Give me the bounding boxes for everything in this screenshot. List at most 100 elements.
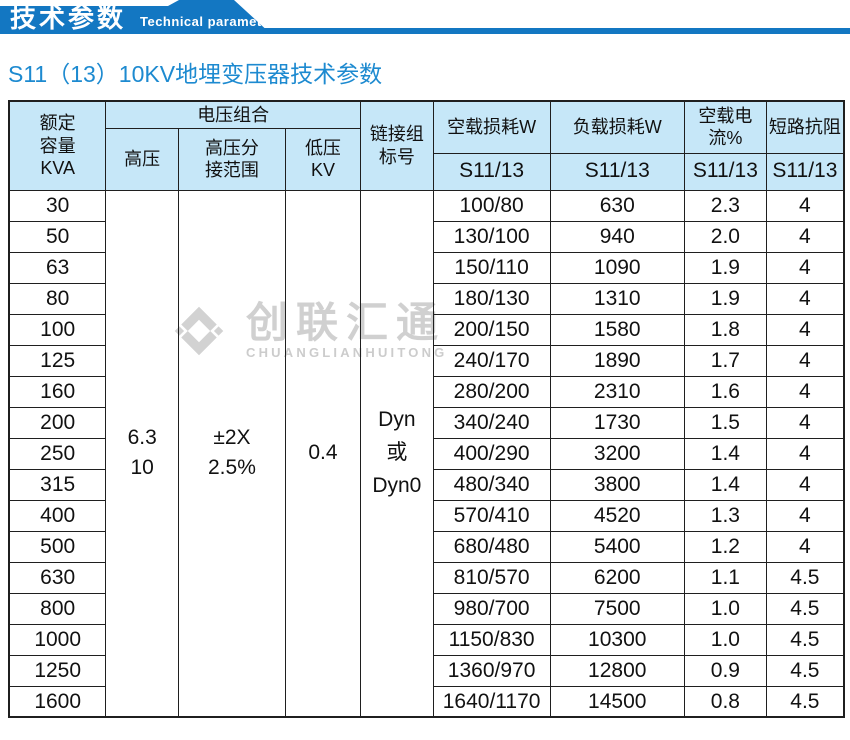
header-load-loss: 负载损耗W <box>549 100 685 154</box>
cell-noload-current: 1.9 <box>683 251 767 284</box>
cell-noload-current: 1.9 <box>683 282 767 315</box>
cell-noload-loss: 400/290 <box>432 437 551 470</box>
table-row: 63 150/110 1090 1.9 4 <box>8 251 845 284</box>
header-noload-current: 空载电流% <box>683 100 767 154</box>
cell-impedance: 4.5 <box>765 561 845 594</box>
cell-noload-current: 1.0 <box>683 592 767 625</box>
cell-load-loss: 7500 <box>549 592 685 625</box>
cell-noload-current: 0.8 <box>683 685 767 718</box>
cell-noload-current: 1.1 <box>683 561 767 594</box>
header-vector-group: 链接组 标号 <box>360 100 434 191</box>
table-row: 500 680/480 5400 1.2 4 <box>8 530 845 563</box>
cell-load-loss: 12800 <box>549 654 685 687</box>
cell-kva: 200 <box>8 406 107 439</box>
cell-load-loss: 1730 <box>549 406 685 439</box>
table-row: 1600 1640/1170 14500 0.8 4.5 <box>8 685 845 718</box>
cell-noload-loss: 200/150 <box>432 313 551 346</box>
cell-noload-loss: 180/130 <box>432 282 551 315</box>
cell-load-loss: 4520 <box>549 499 685 532</box>
cell-noload-current: 1.3 <box>683 499 767 532</box>
cell-noload-loss: 240/170 <box>432 344 551 377</box>
cell-kva: 125 <box>8 344 107 377</box>
cell-noload-loss: 340/240 <box>432 406 551 439</box>
cell-load-loss: 10300 <box>549 623 685 656</box>
cell-kva: 1000 <box>8 623 107 656</box>
cell-noload-current: 1.0 <box>683 623 767 656</box>
cell-noload-current: 2.0 <box>683 220 767 253</box>
cell-impedance: 4 <box>765 313 845 346</box>
cell-impedance: 4 <box>765 344 845 377</box>
table-row: 50 130/100 940 2.0 4 <box>8 220 845 253</box>
header-capacity: 额定 容量 KVA <box>8 100 107 191</box>
cell-kva: 30 <box>8 189 107 222</box>
header-model-current: S11/13 <box>683 152 767 191</box>
cell-noload-current: 1.5 <box>683 406 767 439</box>
cell-impedance: 4 <box>765 375 845 408</box>
cell-hv-tap-merged: ±2X 2.5% <box>178 189 286 718</box>
cell-kva: 1250 <box>8 654 107 687</box>
cell-noload-loss: 810/570 <box>432 561 551 594</box>
cell-noload-loss: 1360/970 <box>432 654 551 687</box>
parameters-table: 额定 容量 KVA 电压组合 链接组 标号 空载损耗W 负载损耗W 空载电流% … <box>8 100 845 718</box>
cell-load-loss: 5400 <box>549 530 685 563</box>
cell-noload-current: 1.2 <box>683 530 767 563</box>
cell-noload-current: 1.4 <box>683 468 767 501</box>
header-hv: 高压 <box>105 127 179 191</box>
cell-load-loss: 1580 <box>549 313 685 346</box>
cell-noload-loss: 980/700 <box>432 592 551 625</box>
table-row: 315 480/340 3800 1.4 4 <box>8 468 845 501</box>
table-row: 125 240/170 1890 1.7 4 <box>8 344 845 377</box>
cell-noload-loss: 1150/830 <box>432 623 551 656</box>
cell-kva: 63 <box>8 251 107 284</box>
header-voltage-group: 电压组合 <box>105 100 362 129</box>
cell-noload-current: 1.7 <box>683 344 767 377</box>
cell-impedance: 4 <box>765 282 845 315</box>
cell-load-loss: 630 <box>549 189 685 222</box>
cell-noload-loss: 480/340 <box>432 468 551 501</box>
cell-load-loss: 6200 <box>549 561 685 594</box>
cell-kva: 250 <box>8 437 107 470</box>
header-lv: 低压 KV <box>284 127 362 191</box>
header-model-load: S11/13 <box>549 152 685 191</box>
cell-impedance: 4 <box>765 468 845 501</box>
header-noload-loss: 空载损耗W <box>432 100 551 154</box>
cell-noload-loss: 570/410 <box>432 499 551 532</box>
cell-noload-loss: 280/200 <box>432 375 551 408</box>
table-row: 1000 1150/830 10300 1.0 4.5 <box>8 623 845 656</box>
table-row: 30 6.3 10 ±2X 2.5% 0.4 Dyn 或 Dyn0 100/80 630 2.… <box>8 189 845 718</box>
cell-kva: 80 <box>8 282 107 315</box>
table-header: 额定 容量 KVA 电压组合 链接组 标号 空载损耗W 负载损耗W 空载电流% … <box>8 100 845 191</box>
table-body: 30 6.3 10 ±2X 2.5% 0.4 Dyn 或 Dyn0 100/80 630 2.… <box>8 189 845 718</box>
table-row: 200 340/240 1730 1.5 4 <box>8 406 845 439</box>
table-row: 100 200/150 1580 1.8 4 <box>8 313 845 346</box>
cell-lv-merged: 0.4 <box>284 189 362 718</box>
banner-subtitle: Technical parameter <box>140 14 275 29</box>
cell-noload-current: 0.9 <box>683 654 767 687</box>
cell-kva: 800 <box>8 592 107 625</box>
page-title: S11（13）10KV地埋变压器技术参数 <box>8 61 383 87</box>
header-hv-tap: 高压分 接范围 <box>178 127 286 191</box>
cell-load-loss: 1090 <box>549 251 685 284</box>
cell-noload-loss: 100/80 <box>432 189 551 222</box>
header-model-noload: S11/13 <box>432 152 551 191</box>
cell-impedance: 4 <box>765 406 845 439</box>
cell-noload-loss: 130/100 <box>432 220 551 253</box>
cell-hv-merged: 6.3 10 <box>105 189 179 718</box>
table-row: 1250 1360/970 12800 0.9 4.5 <box>8 654 845 687</box>
cell-kva: 500 <box>8 530 107 563</box>
cell-noload-current: 1.4 <box>683 437 767 470</box>
cell-load-loss: 1310 <box>549 282 685 315</box>
cell-kva: 1600 <box>8 685 107 718</box>
cell-noload-current: 2.3 <box>683 189 767 222</box>
table-row: 160 280/200 2310 1.6 4 <box>8 375 845 408</box>
cell-impedance: 4 <box>765 437 845 470</box>
cell-noload-current: 1.8 <box>683 313 767 346</box>
cell-kva: 315 <box>8 468 107 501</box>
cell-impedance: 4 <box>765 499 845 532</box>
cell-impedance: 4 <box>765 220 845 253</box>
cell-noload-loss: 150/110 <box>432 251 551 284</box>
cell-impedance: 4.5 <box>765 654 845 687</box>
cell-kva: 100 <box>8 313 107 346</box>
cell-impedance: 4 <box>765 251 845 284</box>
